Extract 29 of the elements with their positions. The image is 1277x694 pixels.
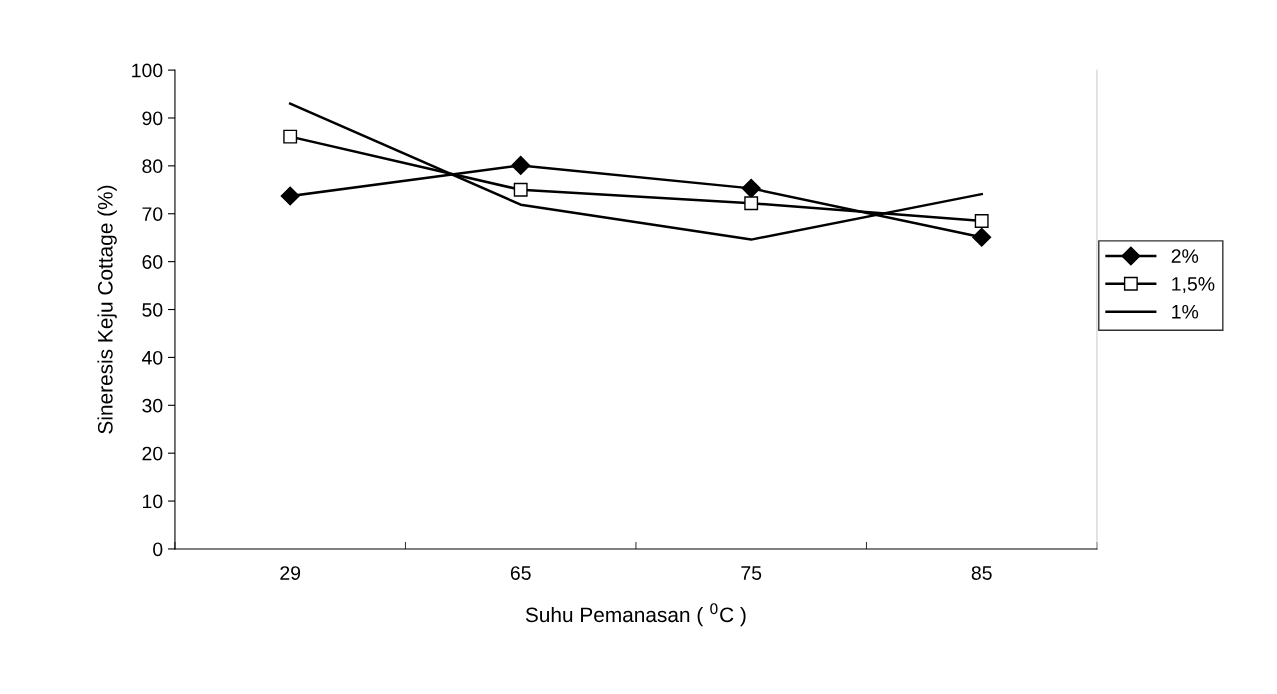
point [511, 155, 531, 175]
x-tick-label: 75 [741, 566, 762, 580]
point [283, 129, 298, 144]
y-tick-label: 100 [132, 63, 163, 78]
y-tick-label: 10 [143, 494, 163, 509]
point [972, 227, 992, 247]
y-tick-label: 30 [142, 398, 163, 413]
y-tick-label: 40 [141, 350, 163, 365]
point [513, 182, 528, 197]
point [744, 196, 759, 211]
y-tick-label: 20 [142, 446, 163, 461]
y-tick-label: 80 [142, 159, 163, 174]
point [280, 186, 300, 206]
y-tick-label: 90 [142, 111, 163, 126]
point [974, 213, 989, 228]
y-axis-title: Sineresis Keju Cottage (%) [97, 185, 117, 434]
x-tick-label: 29 [280, 566, 301, 580]
x-tick-label: 65 [510, 566, 531, 580]
x-tick-label: 85 [971, 566, 992, 580]
line-series [288, 102, 983, 241]
legend-label: 1,5% [1172, 277, 1215, 294]
legend-label: 1% [1172, 304, 1199, 319]
y-tick-label: 60 [142, 255, 163, 269]
y-tick-label: 50 [142, 302, 163, 317]
legend-label: 2% [1171, 249, 1199, 263]
y-tick-label: 0 [153, 542, 163, 557]
x-axis-title: Suhu Pemanasan ( $^{0}$C ) [525, 603, 746, 627]
y-tick-label: 70 [142, 207, 163, 221]
point [741, 178, 761, 198]
